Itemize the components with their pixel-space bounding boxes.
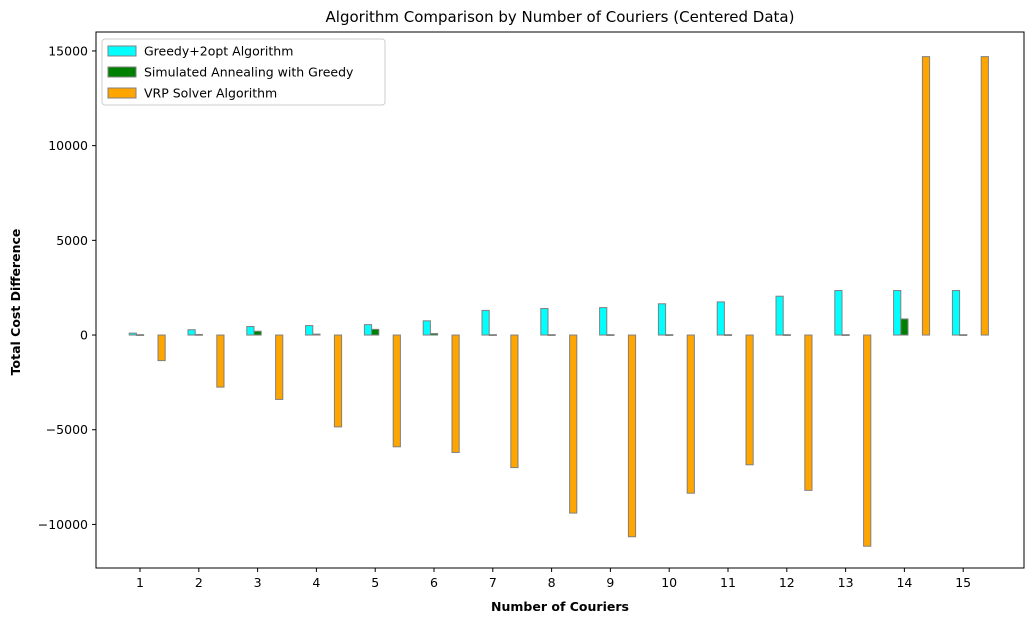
bar-1-8 bbox=[540, 308, 549, 336]
y-ticks: −10000 −5000 0 5000 10000 15000 bbox=[38, 43, 96, 532]
bar-3-10 bbox=[686, 334, 695, 494]
bar-3-9 bbox=[627, 334, 637, 538]
bar-2-6 bbox=[429, 333, 439, 336]
bar-1-15 bbox=[951, 290, 961, 336]
bar-3-6 bbox=[451, 334, 460, 453]
bar-2-12 bbox=[782, 334, 791, 336]
x-tick-label-14: 14 bbox=[896, 575, 912, 590]
bar-2-7 bbox=[488, 334, 497, 336]
bar-3-1 bbox=[157, 334, 166, 362]
bar-2-15 bbox=[959, 334, 968, 336]
plot-area bbox=[95, 31, 1025, 569]
x-tick-label-4: 4 bbox=[312, 575, 320, 590]
bar-2-2 bbox=[194, 333, 203, 336]
chart-title: Algorithm Comparison by Number of Courie… bbox=[326, 8, 795, 26]
bar-2-8 bbox=[547, 334, 556, 336]
x-tick-label-5: 5 bbox=[371, 575, 379, 590]
y-axis-title: Total Cost Difference bbox=[8, 229, 23, 376]
bar-3-15 bbox=[980, 56, 989, 336]
bars-group bbox=[128, 56, 989, 547]
x-tick-label-1: 1 bbox=[136, 575, 144, 590]
bar-1-10 bbox=[657, 303, 667, 336]
x-tick-label-15: 15 bbox=[955, 575, 971, 590]
x-tick-label-11: 11 bbox=[720, 575, 736, 590]
x-tick-label-2: 2 bbox=[195, 575, 203, 590]
x-tick-label-3: 3 bbox=[254, 575, 262, 590]
bar-3-8 bbox=[569, 334, 578, 514]
x-tick-label-9: 9 bbox=[606, 575, 614, 590]
bar-3-14 bbox=[921, 56, 931, 336]
bar-3-11 bbox=[745, 334, 754, 466]
bar-3-7 bbox=[510, 334, 519, 469]
x-tick-label-13: 13 bbox=[838, 575, 854, 590]
legend-label-1: Greedy+2opt Algorithm bbox=[144, 44, 293, 59]
bar-1-13 bbox=[834, 290, 843, 336]
y-tick-label-10000: 10000 bbox=[48, 138, 88, 153]
bar-1-4 bbox=[305, 325, 314, 336]
y-tick-label-0: 0 bbox=[80, 328, 88, 343]
x-tick-label-10: 10 bbox=[661, 575, 677, 590]
legend-box bbox=[101, 38, 386, 106]
bar-1-11 bbox=[716, 301, 725, 336]
y-tick-label--10000: −10000 bbox=[38, 517, 88, 532]
bar-3-13 bbox=[863, 334, 872, 547]
legend-swatch-1 bbox=[107, 45, 137, 57]
bar-2-11 bbox=[723, 334, 733, 336]
plot-frame bbox=[95, 31, 1025, 569]
bar-1-12 bbox=[775, 295, 784, 336]
bar-3-4 bbox=[333, 334, 343, 428]
bar-3-5 bbox=[392, 334, 401, 448]
bar-1-5 bbox=[363, 324, 373, 336]
legend: Greedy+2opt Algorithm Simulated Annealing… bbox=[101, 38, 386, 106]
bar-1-2 bbox=[187, 329, 196, 336]
bar-1-1 bbox=[128, 332, 137, 336]
bar-3-3 bbox=[275, 334, 284, 400]
y-tick-label--5000: −5000 bbox=[46, 422, 88, 437]
bar-3-12 bbox=[804, 334, 813, 491]
bar-2-9 bbox=[606, 334, 615, 336]
bar-1-7 bbox=[481, 309, 490, 336]
bar-2-4 bbox=[312, 333, 321, 336]
bar-1-14 bbox=[893, 290, 902, 336]
y-tick-label-5000: 5000 bbox=[56, 233, 88, 248]
x-ticks: 1 2 3 4 5 6 7 8 9 10 11 12 13 14 15 bbox=[136, 568, 971, 590]
bar-2-3 bbox=[253, 330, 262, 336]
x-tick-label-7: 7 bbox=[489, 575, 497, 590]
bar-2-13 bbox=[841, 334, 850, 336]
bar-1-9 bbox=[599, 307, 608, 336]
bar-1-3 bbox=[246, 326, 255, 336]
bar-2-10 bbox=[665, 334, 674, 336]
legend-swatch-3 bbox=[107, 87, 137, 99]
bar-2-14 bbox=[900, 318, 909, 336]
bar-1-6 bbox=[422, 320, 431, 336]
legend-swatch-2 bbox=[107, 66, 137, 78]
x-tick-label-8: 8 bbox=[548, 575, 556, 590]
bar-2-5 bbox=[371, 328, 380, 336]
y-tick-label-15000: 15000 bbox=[48, 43, 88, 58]
bar-3-2 bbox=[216, 334, 225, 388]
x-tick-label-6: 6 bbox=[430, 575, 438, 590]
bar-2-1 bbox=[135, 334, 145, 336]
x-axis-title: Number of Couriers bbox=[491, 599, 629, 614]
legend-label-2: Simulated Annealing with Greedy bbox=[144, 65, 354, 80]
legend-label-3: VRP Solver Algorithm bbox=[144, 86, 277, 101]
x-tick-label-12: 12 bbox=[779, 575, 795, 590]
